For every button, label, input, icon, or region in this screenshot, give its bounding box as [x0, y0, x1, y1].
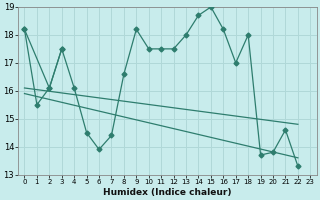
X-axis label: Humidex (Indice chaleur): Humidex (Indice chaleur): [103, 188, 232, 197]
